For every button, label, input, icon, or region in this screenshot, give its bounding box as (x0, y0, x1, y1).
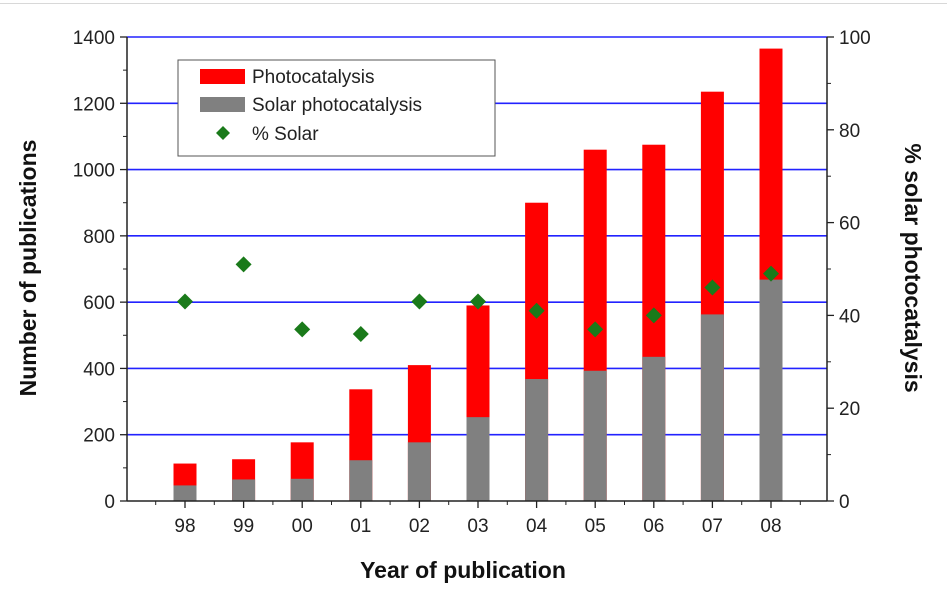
top-divider (0, 3, 947, 4)
y-tick-label: 1000 (73, 161, 115, 182)
bar-solar-photocatalysis-08 (759, 279, 783, 501)
point-percent-solar-06 (645, 307, 662, 324)
legend: Photocatalysis Solar photocatalysis % So… (177, 59, 496, 157)
y-tick-label: 0 (104, 492, 115, 513)
x-tick-label-04: 04 (526, 516, 548, 537)
x-tick-label-06: 06 (643, 516, 664, 537)
bar-solar-photocatalysis-01 (349, 460, 373, 501)
bar-solar-photocatalysis-00 (290, 478, 314, 501)
bar-solar-photocatalysis-04 (525, 379, 549, 501)
y2-tick-label: 20 (839, 399, 860, 420)
point-percent-solar-03 (470, 293, 486, 310)
y-tick-label: 400 (83, 359, 115, 380)
x-tick-label-00: 00 (292, 516, 313, 537)
point-percent-solar-04 (528, 302, 545, 319)
point-percent-solar-99 (235, 256, 252, 273)
point-percent-solar-01 (352, 325, 369, 342)
y2-tick-label: 80 (839, 121, 860, 142)
y-axis-title: Number of publications (15, 140, 41, 397)
x-tick-label-01: 01 (350, 516, 371, 537)
x-axis-title: Year of publication (360, 557, 566, 583)
bar-solar-photocatalysis-06 (642, 356, 666, 501)
x-tick-label-02: 02 (409, 516, 430, 537)
legend-marker-percent-solar (216, 126, 230, 140)
bar-solar-photocatalysis-02 (407, 442, 431, 501)
x-tick-label-99: 99 (233, 516, 254, 537)
legend-label-photocatalysis: Photocatalysis (252, 67, 375, 88)
legend-label-solar: Solar photocatalysis (252, 95, 422, 116)
y2-tick-label: 0 (839, 492, 850, 513)
legend-label-percent-solar: % Solar (252, 124, 319, 145)
bar-solar-photocatalysis-99 (232, 479, 256, 501)
point-percent-solar-08 (763, 265, 779, 282)
bar-solar-photocatalysis-07 (700, 314, 724, 501)
point-percent-solar-07 (704, 279, 721, 296)
point-percent-solar-02 (411, 293, 428, 310)
x-tick-label-98: 98 (174, 516, 195, 537)
y-tick-label: 200 (83, 426, 115, 447)
bar-solar-photocatalysis-05 (583, 370, 607, 501)
x-tick-label-08: 08 (760, 516, 781, 537)
y-tick-label: 1200 (73, 94, 115, 115)
legend-swatch-photocatalysis (200, 69, 245, 84)
x-tick-label-05: 05 (585, 516, 606, 537)
bar-solar-photocatalysis-98 (173, 485, 197, 501)
point-percent-solar-05 (587, 321, 604, 338)
y2-axis-title: % solar photocatalysis (900, 143, 926, 392)
bar-solar-photocatalysis-03 (466, 417, 490, 501)
x-tick-label-03: 03 (467, 516, 488, 537)
x-tick-label-07: 07 (702, 516, 723, 537)
y-tick-label: 1400 (73, 28, 115, 49)
legend-swatch-solar (200, 97, 245, 112)
y2-tick-label: 100 (839, 28, 871, 49)
percent-solar-points (177, 256, 779, 342)
y-tick-label: 800 (83, 227, 115, 248)
point-percent-solar-00 (294, 321, 311, 338)
y-tick-label: 600 (83, 293, 115, 314)
y2-tick-label: 40 (839, 306, 860, 327)
y2-tick-label: 60 (839, 214, 860, 235)
point-percent-solar-98 (177, 293, 193, 310)
